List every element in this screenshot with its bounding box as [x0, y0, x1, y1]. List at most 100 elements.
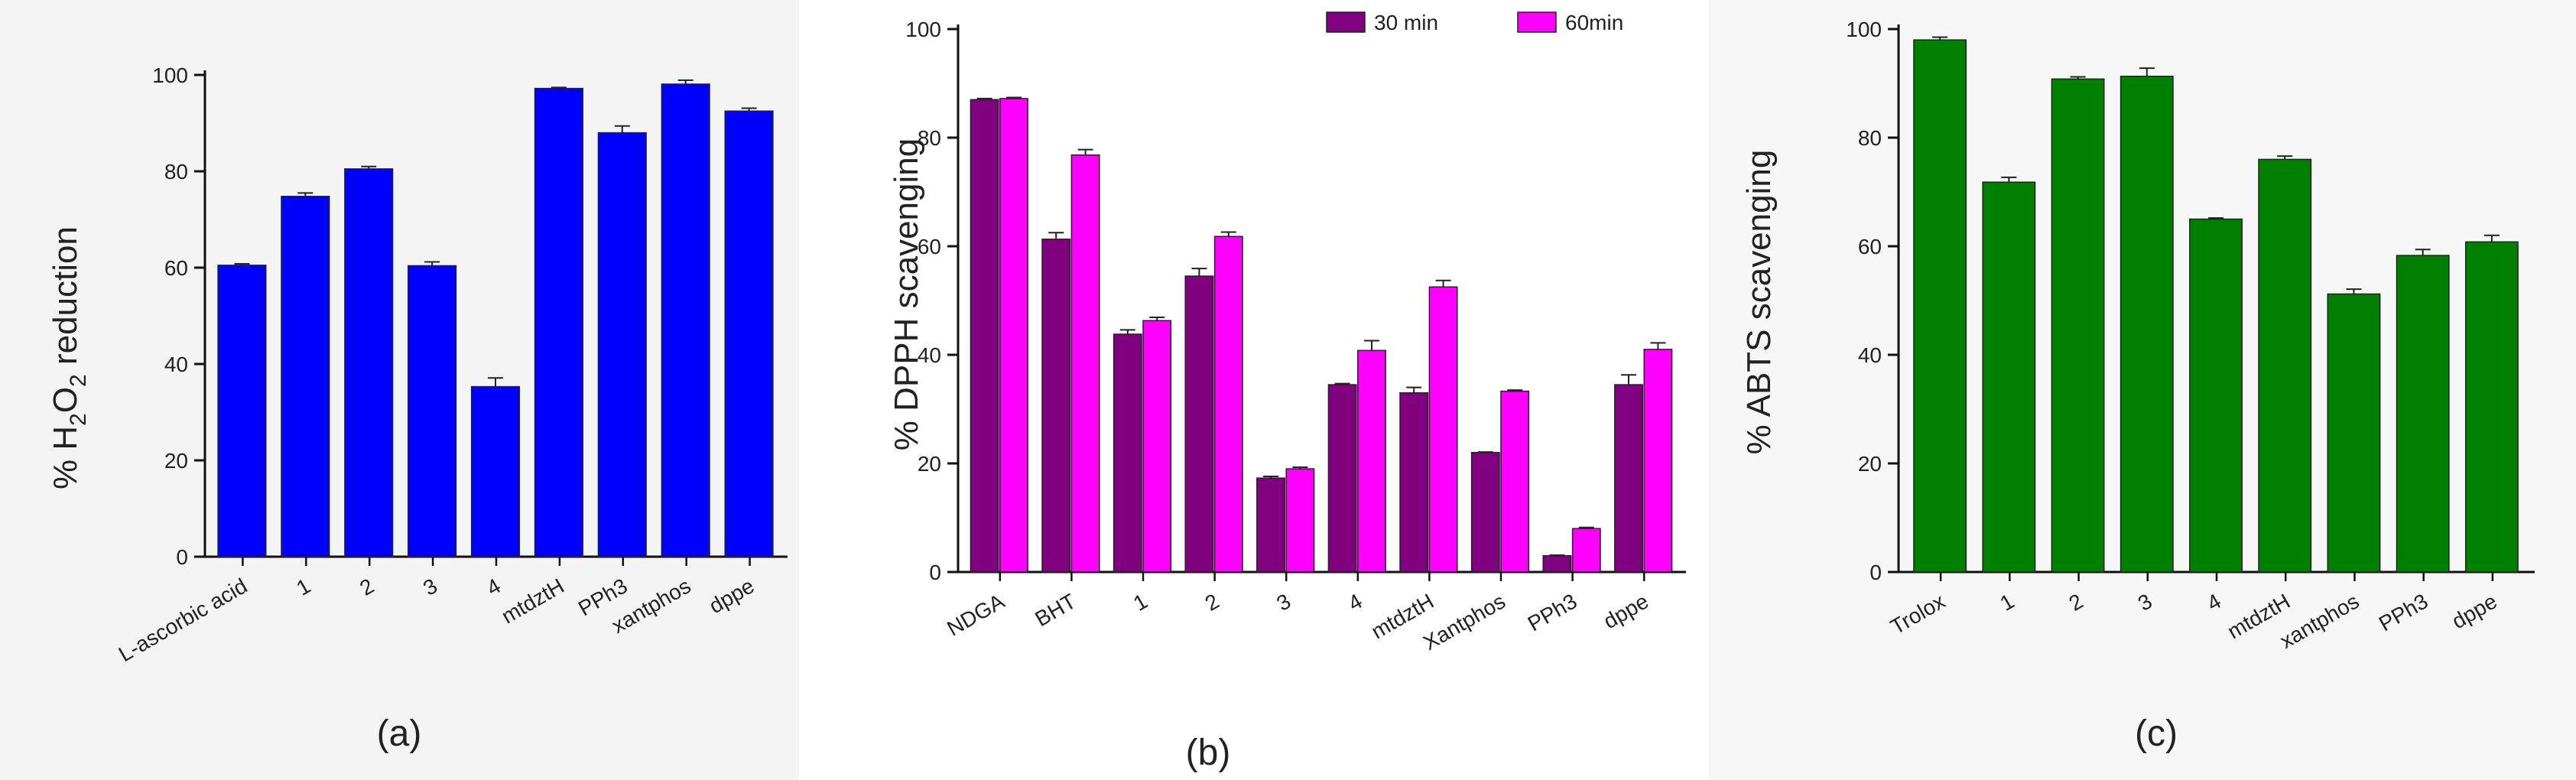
y-tick-label: 40	[918, 343, 941, 367]
x-tick-label: 1	[1996, 589, 2018, 616]
bar	[1643, 349, 1673, 573]
bar	[1285, 468, 1315, 573]
y-tick-label: 0	[929, 561, 941, 584]
bar	[1041, 239, 1071, 573]
y-label-a-part: % H	[47, 426, 84, 489]
panel-b-background	[799, 0, 1709, 780]
bar	[724, 110, 774, 557]
y-label-a-part: reduction	[47, 226, 84, 374]
y-tick-label: 40	[164, 353, 188, 376]
bar	[2051, 78, 2105, 573]
y-label-a-part: 2	[66, 413, 91, 426]
chart-c: (c) % ABTS scavenging 0 20 40 60 80 100 Trolox…	[1740, 18, 2535, 754]
panel-a-caption: (a)	[377, 713, 422, 754]
bar	[1213, 236, 1243, 573]
bar	[534, 87, 583, 557]
x-tick-label: BHT	[1031, 589, 1080, 631]
bar	[597, 132, 647, 557]
legend-swatch	[1517, 11, 1557, 33]
x-tick-label: 3	[419, 574, 441, 600]
bar	[1327, 384, 1357, 573]
y-tick-label: 20	[1858, 452, 1882, 476]
y-tick-label: 80	[918, 126, 941, 150]
y-axis-label-b: % DPPH scavenging	[888, 138, 925, 450]
bar	[2464, 241, 2519, 573]
y-tick-label: 60	[164, 256, 188, 280]
bar	[1614, 384, 1643, 573]
x-tick-label: dppe	[2448, 589, 2500, 633]
x-tick-label: L-ascorbic acid	[115, 574, 252, 666]
bar	[661, 83, 710, 557]
y-tick-label: 60	[1858, 235, 1882, 258]
x-tick-label: 4	[482, 574, 505, 600]
x-tick-label: dppe	[1600, 589, 1652, 633]
panel-b-caption: (b)	[1186, 733, 1231, 773]
bar	[1428, 286, 1458, 573]
x-tick-label: 2	[2065, 589, 2087, 616]
y-tick-label: 20	[164, 449, 188, 473]
bar	[408, 265, 457, 557]
y-tick-label: 60	[918, 235, 941, 258]
legend-label: 30 min	[1374, 11, 1438, 34]
y-label-a-part: O	[47, 387, 84, 413]
x-tick-label: PPh3	[1524, 589, 1581, 635]
bar	[2189, 218, 2243, 573]
bar	[1571, 528, 1601, 573]
bar	[1542, 554, 1572, 573]
bar	[1500, 390, 1530, 573]
chart-b: (b) % DPPH scavenging 0 20 40 60 80 100 NDGA BH…	[888, 11, 1686, 773]
legend-swatch	[1326, 11, 1366, 33]
y-tick-label: 0	[1869, 561, 1882, 584]
y-label-a-part: 2	[66, 374, 91, 387]
y-tick-label: 80	[164, 160, 188, 184]
y-tick-label: 80	[1858, 126, 1882, 150]
bar	[1184, 275, 1214, 573]
bar	[1113, 333, 1142, 573]
x-tick-label: mtdztH	[498, 574, 568, 628]
bar	[470, 385, 521, 557]
bar	[1470, 452, 1500, 573]
bar	[1913, 39, 1967, 573]
bar	[344, 168, 394, 557]
bar	[2327, 293, 2381, 573]
bar	[999, 98, 1028, 573]
y-tick-label: 0	[176, 545, 188, 569]
x-tick-label: Trolox	[1886, 589, 1949, 639]
x-tick-label: 2	[356, 574, 378, 600]
x-tick-label: NDGA	[943, 589, 1009, 640]
x-tick-label: 1	[292, 574, 314, 600]
x-tick-label: xantphos	[2276, 589, 2363, 653]
chart-a: (a) % H2O2 reduction 020406080100L-ascor…	[47, 63, 788, 754]
bar	[217, 265, 267, 557]
bar	[281, 196, 330, 557]
y-axis-label-c: % ABTS scavenging	[1740, 150, 1778, 455]
y-tick-label: 20	[918, 452, 941, 476]
legend-label: 60min	[1565, 11, 1623, 34]
bar	[2258, 158, 2312, 573]
bar	[1982, 181, 2036, 573]
x-tick-label: PPh3	[2375, 589, 2432, 635]
bar	[1142, 320, 1172, 573]
y-tick-label: 40	[1858, 343, 1882, 367]
x-tick-label: 4	[2203, 589, 2225, 616]
x-tick-label: Xantphos	[1419, 589, 1509, 655]
bar	[1256, 477, 1285, 573]
x-tick-label: 3	[1272, 589, 1294, 616]
y-tick-label: 100	[152, 63, 188, 87]
y-axis-label-a: % H2O2 reduction	[47, 226, 91, 489]
x-tick-label: 3	[2134, 589, 2156, 616]
x-tick-label: 4	[1344, 589, 1366, 616]
x-tick-label: 1	[1129, 589, 1152, 616]
bar	[2120, 76, 2174, 573]
x-tick-label: dppe	[705, 574, 758, 618]
bar	[1070, 154, 1100, 573]
bar	[2396, 255, 2450, 573]
x-tick-label: 2	[1201, 589, 1223, 616]
panel-c-caption: (c)	[2135, 713, 2178, 754]
y-tick-label: 100	[905, 18, 941, 41]
bar	[1357, 349, 1386, 573]
bar	[1399, 392, 1429, 573]
y-tick-label: 100	[1846, 18, 1882, 41]
bar	[970, 99, 999, 573]
